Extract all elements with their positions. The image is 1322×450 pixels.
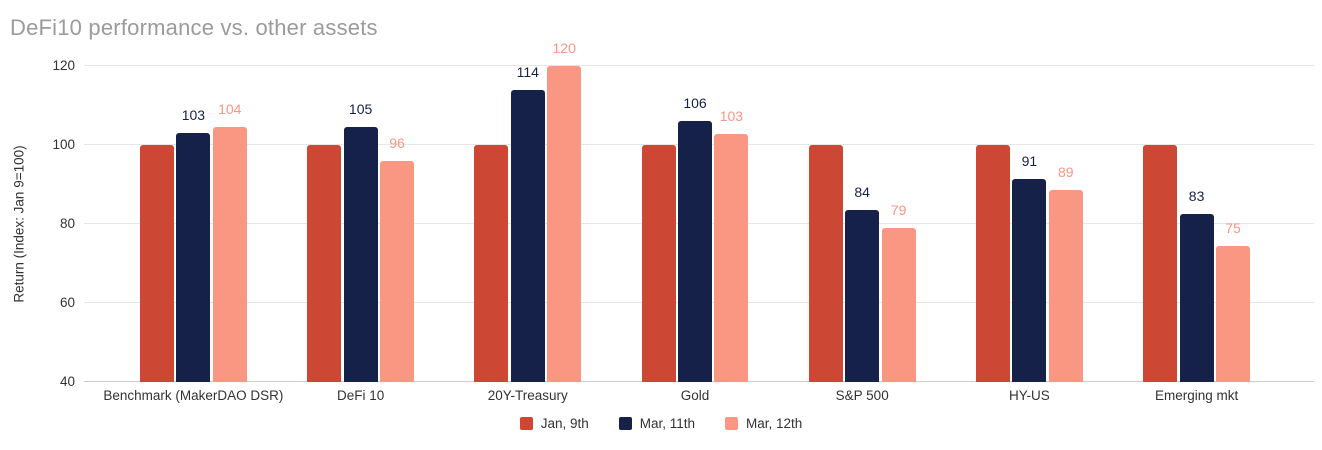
bar-value-label-defi-10-mar-12th: 96 <box>389 134 405 151</box>
bar-value-label-emerging-mkt-mar-11th: 83 <box>1188 188 1205 205</box>
legend-label-mar-12th: Mar, 12th <box>746 416 803 431</box>
bar-value-label-emerging-mkt-mar-12th: 75 <box>1225 219 1241 236</box>
bar-value-label-defi-10-mar-11th: 105 <box>348 101 373 118</box>
bar-value-label-20y-treasury-mar-11th: 114 <box>516 63 539 80</box>
y-tick-label-80: 80 <box>59 216 75 231</box>
legend-item-mar-12th: Mar, 12th <box>725 416 802 431</box>
bar-emerging-mkt-jan-9th <box>1143 145 1178 382</box>
y-tick-label-100: 100 <box>52 137 75 152</box>
x-category-label-hy-us: HY-US <box>1009 388 1050 403</box>
x-category-label-s-p-500: S&P 500 <box>835 388 889 403</box>
legend: Jan, 9th Mar, 11th Mar, 12th <box>0 416 1322 431</box>
x-category-label-benchmark-makerdao-dsr: Benchmark (MakerDAO DSR) <box>103 388 284 403</box>
bar-hy-us-jan-9th <box>976 145 1010 382</box>
bar-value-label-gold-mar-12th: 103 <box>719 107 744 124</box>
plot-area: 103 104 Benchmark (MakerDAO DSR) 105 96 DeFi … <box>84 41 1314 403</box>
bar-defi-10-mar-11th <box>343 127 378 382</box>
bar-defi-10-mar-12th <box>380 160 414 382</box>
bar-value-label-s-p-500-mar-11th: 84 <box>854 184 870 201</box>
legend-label-jan-9th: Jan, 9th <box>540 416 589 431</box>
bar-s-p-500-mar-11th <box>845 210 880 382</box>
bar-value-label-benchmark-makerdao-dsr-mar-12th: 104 <box>218 101 242 118</box>
y-tick-label-40: 40 <box>59 374 75 389</box>
bar-value-label-s-p-500-mar-12th: 79 <box>890 201 907 218</box>
bar-emerging-mkt-mar-11th <box>1179 214 1214 382</box>
gridline-y-120 <box>84 65 1314 66</box>
bar-gold-mar-11th <box>678 121 712 382</box>
bar-defi-10-jan-9th <box>307 145 342 382</box>
bar-benchmark-makerdao-dsr-mar-12th <box>212 127 247 382</box>
x-category-label-emerging-mkt: Emerging mkt <box>1154 388 1239 403</box>
bar-emerging-mkt-mar-12th <box>1216 245 1250 382</box>
legend-swatch-mar-12th <box>725 417 739 430</box>
x-category-label-gold: Gold <box>680 388 710 403</box>
x-category-label-20y-treasury: 20Y-Treasury <box>487 388 568 403</box>
chart-title: DeFi10 performance vs. other assets <box>10 15 378 40</box>
legend-swatch-mar-11th <box>618 417 632 430</box>
y-tick-label-60: 60 <box>59 295 75 310</box>
x-category-label-defi-10: DeFi 10 <box>336 388 385 403</box>
bar-value-label-gold-mar-11th: 106 <box>683 95 707 112</box>
legend-swatch-jan-9th <box>519 417 533 430</box>
y-tick-label-120: 120 <box>52 58 75 73</box>
bar-s-p-500-jan-9th <box>808 145 843 382</box>
bar-gold-jan-9th <box>641 145 676 382</box>
bar-hy-us-mar-11th <box>1012 178 1047 382</box>
bar-20y-treasury-jan-9th <box>474 145 509 382</box>
bar-20y-treasury-mar-12th <box>547 66 582 382</box>
bar-s-p-500-mar-12th <box>881 227 916 382</box>
bar-value-label-hy-us-mar-12th: 89 <box>1058 164 1074 181</box>
bar-benchmark-makerdao-dsr-mar-11th <box>176 133 211 382</box>
bar-20y-treasury-mar-11th <box>510 89 545 382</box>
bar-gold-mar-12th <box>714 133 749 382</box>
bar-hy-us-mar-12th <box>1048 190 1083 382</box>
bar-value-label-benchmark-makerdao-dsr-mar-11th: 103 <box>181 107 206 124</box>
legend-item-mar-11th: Mar, 11th <box>618 416 696 431</box>
bar-benchmark-makerdao-dsr-jan-9th <box>140 145 174 382</box>
legend-label-mar-11th: Mar, 11th <box>639 416 696 431</box>
bar-value-label-20y-treasury-mar-12th: 120 <box>552 40 576 56</box>
legend-item-jan-9th: Jan, 9th <box>519 416 589 431</box>
bar-value-label-hy-us-mar-11th: 91 <box>1021 152 1038 169</box>
